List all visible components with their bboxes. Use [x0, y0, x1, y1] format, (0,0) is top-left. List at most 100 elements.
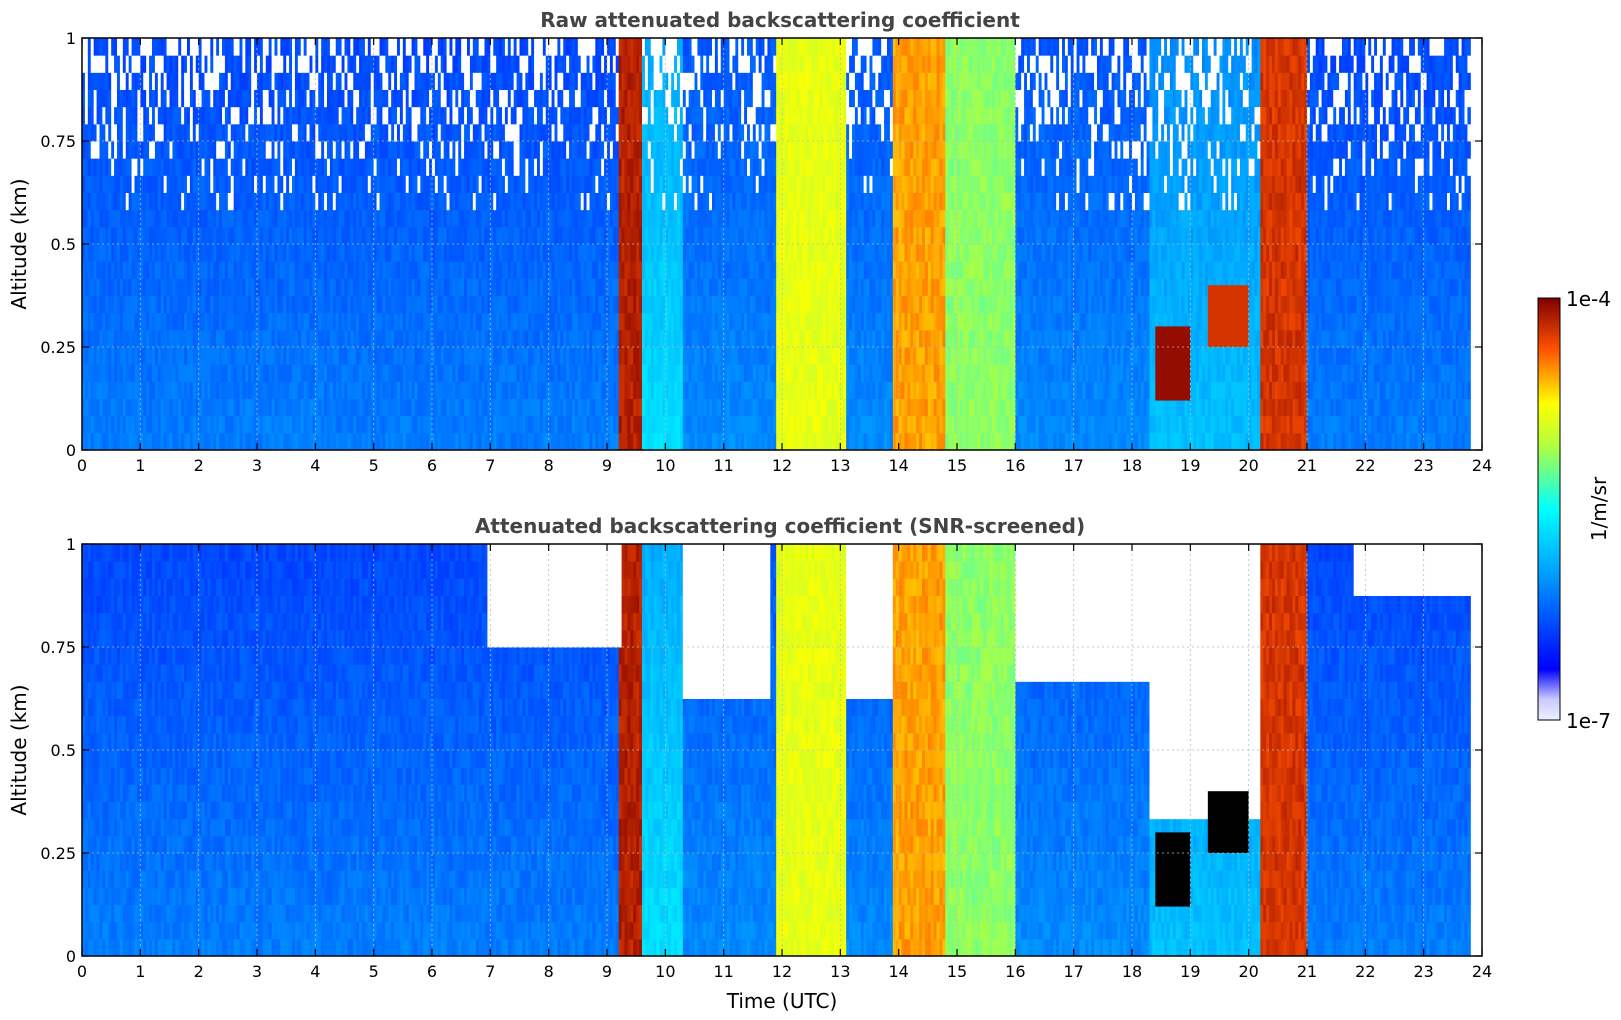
heatmap-cell [653, 209, 658, 228]
heatmap-cell [286, 261, 290, 279]
heatmap-cell [370, 72, 375, 90]
heatmap-cell [504, 398, 509, 417]
heatmap-cell [332, 398, 337, 417]
heatmap-cell [583, 141, 588, 159]
heatmap-cell [332, 364, 337, 382]
heatmap-cell [245, 55, 249, 73]
heatmap-cell [502, 432, 506, 451]
heatmap-cell [338, 123, 343, 142]
heatmap-cell [545, 261, 550, 279]
heatmap-cell [370, 432, 375, 451]
heatmap-cell [294, 381, 299, 399]
heatmap-cell [122, 244, 127, 262]
heatmap-cell [496, 415, 500, 434]
heatmap-cell [443, 192, 448, 211]
heatmap-cell [359, 158, 363, 176]
heatmap-cell [99, 89, 103, 108]
heatmap-cell [274, 415, 278, 434]
heatmap-cell [598, 106, 602, 125]
heatmap-cell [251, 329, 255, 348]
heatmap-cell [297, 432, 302, 451]
heatmap-cell [682, 312, 687, 331]
heatmap-cell [426, 192, 430, 211]
heatmap-cell [201, 312, 205, 331]
heatmap-cell [642, 432, 646, 451]
heatmap-cell [87, 381, 92, 399]
heatmap-cell [152, 72, 156, 90]
heatmap-cell [219, 295, 223, 314]
heatmap-cell [426, 175, 430, 193]
heatmap-cell [420, 89, 424, 108]
heatmap-cell [245, 244, 249, 262]
heatmap-cell [507, 209, 512, 228]
heatmap-cell [391, 329, 395, 348]
heatmap-cell [452, 312, 456, 331]
heatmap-cell [271, 278, 275, 296]
heatmap-cell [659, 244, 663, 262]
heatmap-cell [96, 398, 100, 417]
heatmap-cell [481, 175, 485, 193]
heatmap-cell [426, 347, 430, 365]
heatmap-cell [312, 329, 316, 348]
heatmap-cell [627, 209, 631, 228]
heatmap-cell [437, 175, 442, 193]
heatmap-cell [134, 381, 138, 399]
heatmap-cell [239, 312, 243, 331]
heatmap-cell [467, 261, 471, 279]
heatmap-cell [143, 106, 147, 125]
heatmap-cell [647, 141, 652, 159]
heatmap-cell [134, 312, 138, 331]
heatmap-cell [682, 381, 687, 399]
heatmap-cell [157, 398, 162, 417]
heatmap-cell [563, 72, 567, 90]
heatmap-cell [402, 432, 407, 451]
heatmap-cell [341, 347, 345, 365]
heatmap-cell [119, 312, 124, 331]
heatmap-cell [204, 106, 208, 125]
heatmap-cell [90, 261, 95, 279]
heatmap-cell [233, 38, 238, 56]
heatmap-cell [647, 55, 652, 73]
heatmap-cell [609, 347, 614, 365]
heatmap-cell [376, 123, 380, 142]
heatmap-cell [391, 72, 395, 90]
heatmap-cell [531, 432, 535, 451]
heatmap-cell [461, 295, 465, 314]
heatmap-cell [487, 226, 491, 245]
heatmap-cell [580, 141, 585, 159]
heatmap-cell [522, 432, 526, 451]
heatmap-cell [146, 244, 150, 262]
heatmap-cell [507, 55, 512, 73]
heatmap-cell [187, 432, 191, 451]
heatmap-cell [262, 347, 267, 365]
heatmap-cell [469, 141, 474, 159]
heatmap-cell [464, 295, 468, 314]
heatmap-cell [122, 158, 127, 176]
heatmap-cell [315, 329, 319, 348]
heatmap-cell [618, 141, 623, 159]
heatmap-cell [402, 192, 407, 211]
heatmap-cell [668, 244, 672, 262]
heatmap-cell [432, 398, 436, 417]
heatmap-cell [216, 398, 220, 417]
heatmap-cell [426, 106, 430, 125]
heatmap-cell [134, 55, 138, 73]
heatmap-cell [595, 364, 599, 382]
heatmap-cell [114, 192, 118, 211]
heatmap-cell [615, 347, 620, 365]
heatmap-cell [595, 398, 599, 417]
heatmap-cell [289, 175, 293, 193]
heatmap-cell [222, 38, 226, 56]
heatmap-cell [149, 329, 153, 348]
heatmap-cell [636, 209, 640, 228]
heatmap-cell [283, 38, 287, 56]
heatmap-cell [446, 295, 450, 314]
heatmap-cell [166, 38, 170, 56]
heatmap-cell [248, 415, 252, 434]
heatmap-cell [119, 38, 124, 56]
heatmap-cell [615, 72, 620, 90]
heatmap-cell [539, 432, 544, 451]
heatmap-cell [560, 347, 564, 365]
heatmap-cell [572, 381, 576, 399]
heatmap-cell [682, 364, 687, 382]
